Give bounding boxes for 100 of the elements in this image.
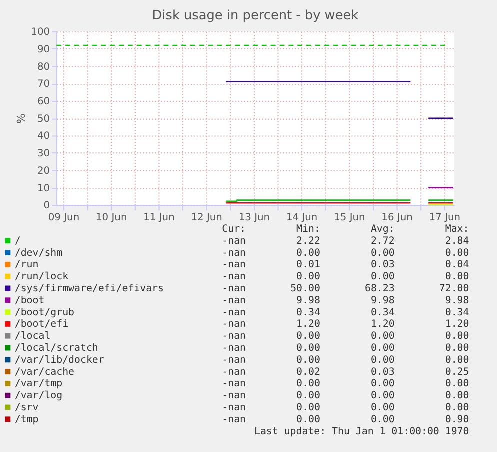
legend-label: /var/lib/docker [14,354,104,366]
text: 0.34 [296,307,320,318]
chart-title: Disk usage in percent - by week [152,8,360,24]
text: 0.00 [370,402,395,414]
legend-label: /sys/firmware/efi/efivars [14,283,164,294]
text: 1.20 [296,319,320,330]
text: 0.00 [296,248,320,259]
text: 0.00 [445,272,470,283]
text: 0.00 [445,402,470,414]
text: 0.00 [445,342,470,354]
text: 2.22 [296,236,320,247]
y-tick-label: 20 [37,166,50,177]
y-tick-label: 10 [37,183,50,194]
text: -nan [222,354,246,366]
x-tick-label: 15 Jun [334,212,366,224]
text: 0.25 [445,366,470,378]
text: 0.00 [370,248,395,259]
legend-label: /srv [14,402,39,414]
text: Last update: Thu Jan 1 01:00:00 1970 [254,426,470,438]
text: 0.00 [296,414,320,426]
text: -nan [222,402,246,414]
legend-label: /var/tmp [14,378,63,390]
text: 0.00 [296,378,320,390]
text: 0.00 [296,342,320,354]
text: 0.34 [370,307,395,318]
text: Min: [296,224,320,235]
text: 9.98 [445,295,470,306]
text: -nan [222,236,246,247]
y-tick-label: 50 [37,114,50,125]
text: 1.20 [370,319,395,330]
text: 72.00 [439,283,470,294]
text: 2.72 [370,236,395,247]
text: 0.00 [296,331,320,342]
legend-label: /run [14,260,39,271]
y-tick-label: 40 [37,131,50,142]
legend-label: /boot/grub [14,307,75,318]
text: 0.34 [445,307,470,318]
text: -nan [222,331,246,342]
text: 50.00 [290,283,320,294]
text: -nan [222,283,246,294]
text: 0.00 [370,331,395,342]
text: 9.98 [370,295,395,306]
text: 0.01 [296,260,320,271]
legend-label: /local [14,331,51,342]
text: 0.00 [296,402,320,414]
y-tick-label: 100 [31,27,50,38]
text: -nan [222,319,246,330]
text: 0.04 [445,260,470,271]
text: 68.23 [364,283,395,294]
y-tick-label: 70 [37,79,50,90]
text: 0.02 [296,366,320,378]
text: 0.90 [445,414,470,426]
text: -nan [222,378,246,390]
y-tick-label: 30 [37,148,50,160]
text: Avg: [370,224,395,235]
text: 0.00 [296,390,320,402]
y-tick-label: 80 [37,62,50,73]
text: -nan [222,248,246,259]
text: 1.20 [445,319,470,330]
text: -nan [222,307,246,318]
x-tick-label: 10 Jun [96,212,128,224]
x-tick-label: 17 Jun [429,212,461,224]
x-tick-label: 13 Jun [238,212,270,224]
legend-label: /dev/shm [14,248,63,259]
y-tick-label: 90 [37,44,50,56]
legend-label: /boot [14,295,45,306]
x-tick-label: 16 Jun [382,212,413,224]
y-tick-label: 60 [37,96,50,108]
text: 0.00 [296,272,320,283]
text: 0.03 [370,260,395,271]
x-tick-label: 14 Jun [286,212,318,224]
y-axis-title: % [15,114,28,124]
text: -nan [222,295,246,306]
text: 0.00 [370,272,395,283]
legend-label: /boot/efi [14,319,69,330]
text: Cur: [222,224,246,235]
text: 0.00 [370,414,395,426]
legend-label: /var/log [14,390,63,402]
text: -nan [222,414,246,426]
text: -nan [222,342,246,354]
x-tick-label: 12 Jun [191,212,222,224]
text: 0.00 [445,390,470,402]
text: 0.00 [370,378,395,390]
x-tick-label: 09 Jun [48,212,80,224]
text: 2.84 [445,236,470,247]
text: -nan [222,260,246,271]
text: 0.03 [370,366,395,378]
legend-label: /tmp [14,414,39,426]
text: -nan [222,272,246,283]
text: 0.00 [445,331,470,342]
text: 0.00 [445,248,470,259]
legend-label: /run/lock [14,272,69,283]
text: Max: [445,224,470,235]
text: -nan [222,390,246,402]
legend-label: /local/scratch [14,342,98,354]
text: -nan [222,366,246,378]
y-tick-label: 0 [44,200,50,212]
text: 0.00 [445,378,470,390]
text: 0.00 [296,354,320,366]
text: 0.00 [445,354,470,366]
